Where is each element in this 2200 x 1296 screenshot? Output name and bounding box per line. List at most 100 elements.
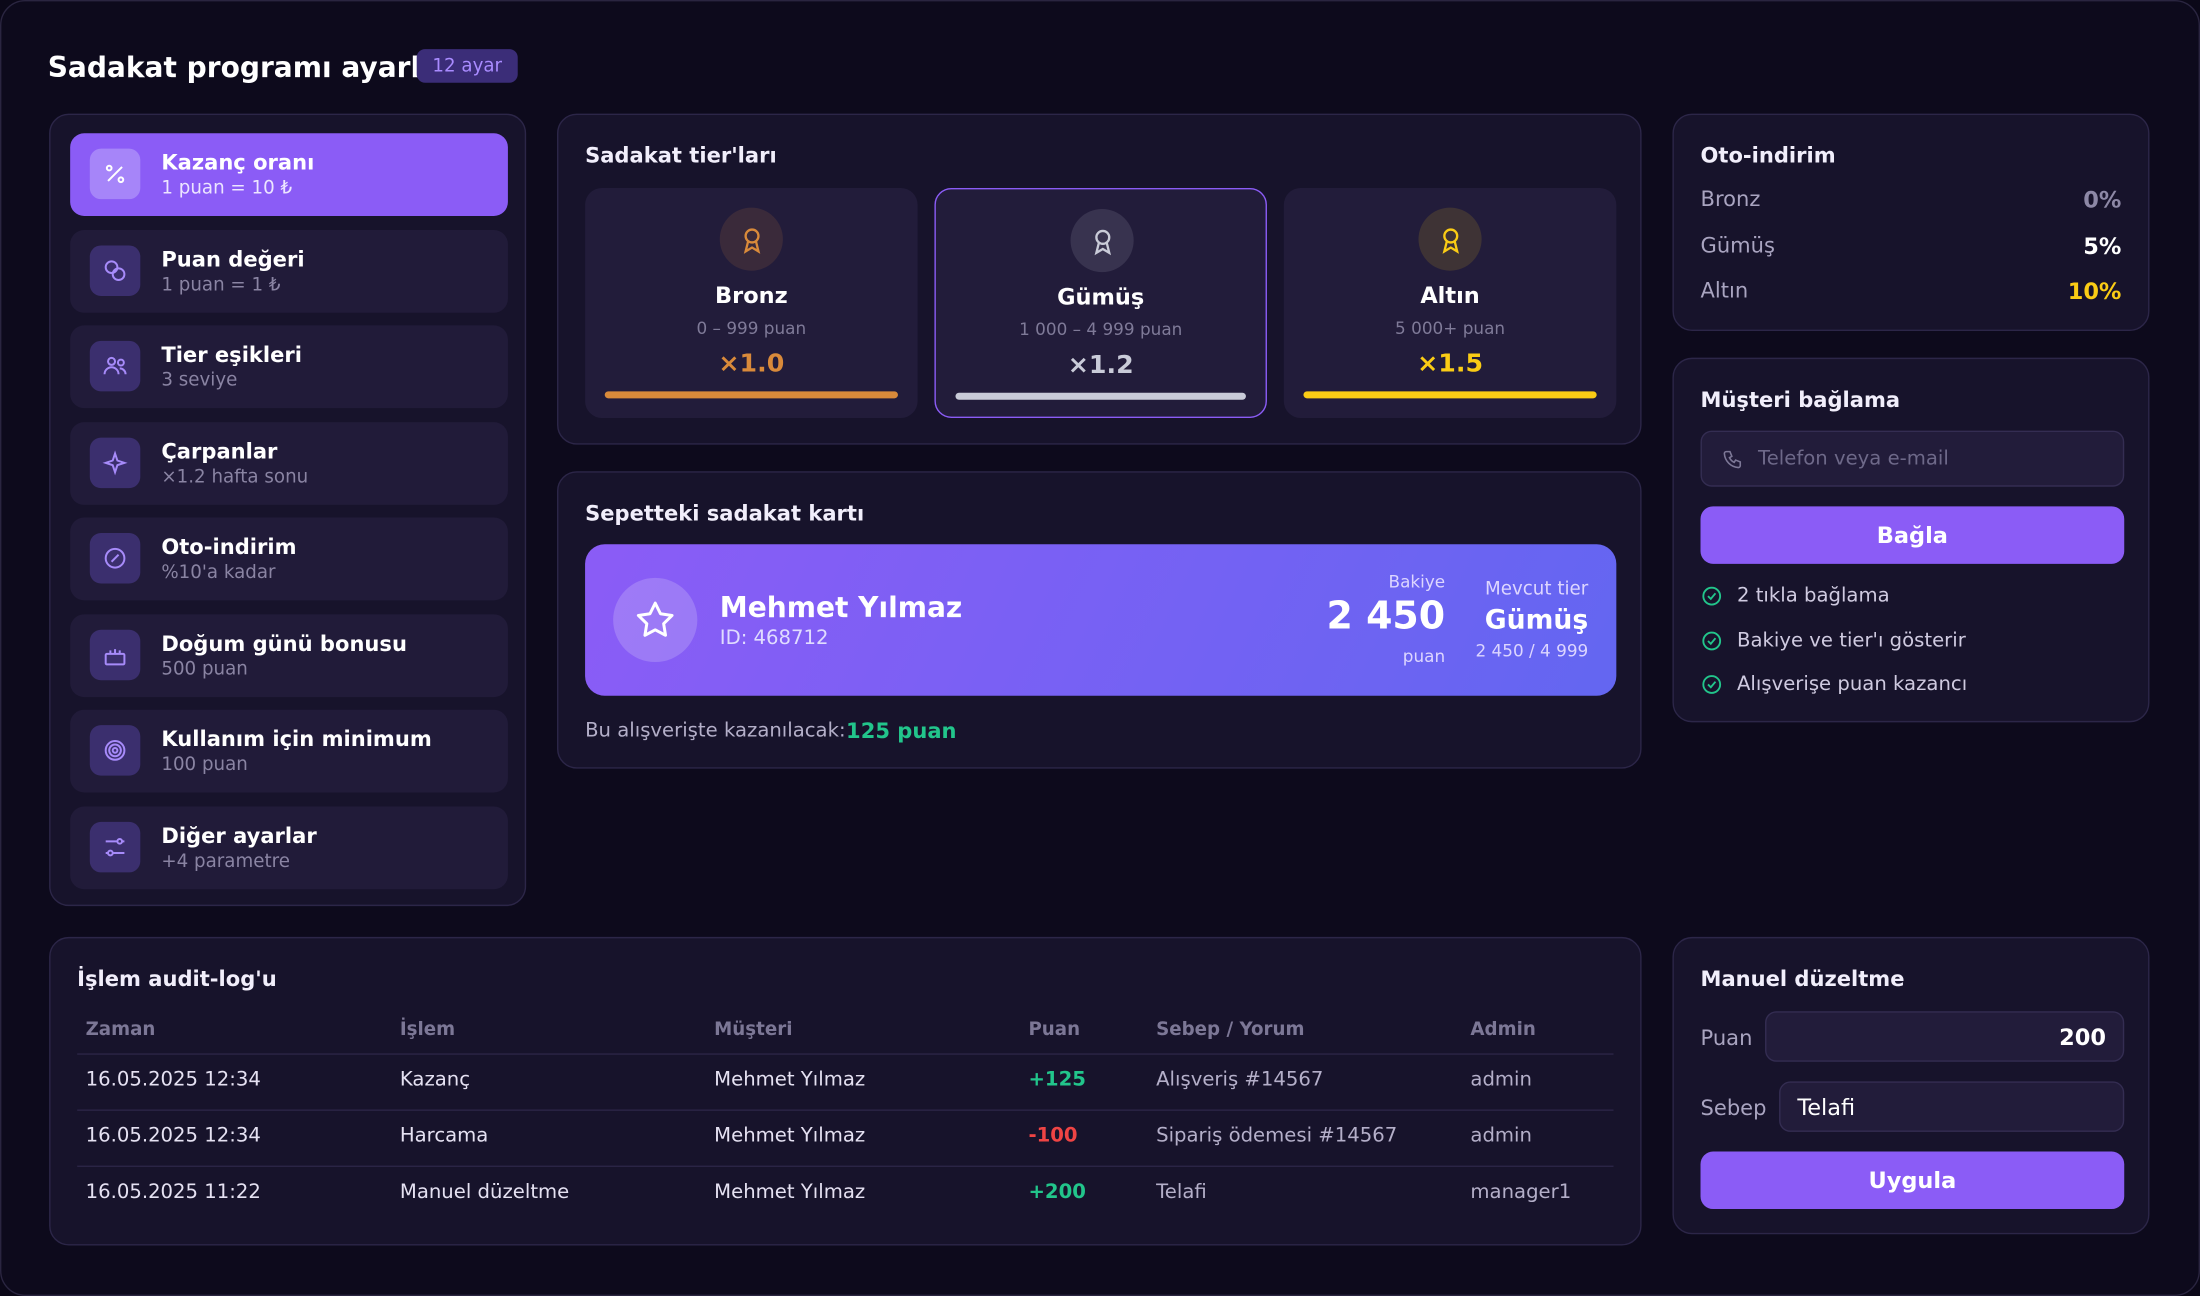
- card-title: Oto-indirim: [1700, 143, 1836, 169]
- column-header: Müşteri: [714, 1019, 793, 1041]
- cell: -100: [1028, 1124, 1078, 1148]
- medal-icon: [1093, 229, 1111, 255]
- cell: admin: [1470, 1068, 1532, 1092]
- menu-title: Oto-indirim: [161, 534, 297, 560]
- feature: 2 tıkla bağlama: [1736, 584, 1890, 608]
- menu-title: Çarpanlar: [161, 438, 278, 464]
- discount-value: 10%: [2067, 277, 2122, 305]
- tier-multiplier: ×1.5: [1417, 349, 1484, 379]
- phone-icon: [1723, 450, 1742, 469]
- cell: +200: [1028, 1180, 1086, 1204]
- menu-title: Kazanç oranı: [161, 150, 315, 176]
- tier-icon: [1070, 208, 1134, 273]
- tier-box[interactable]: Bronz 0 – 999 puan ×1.0: [585, 187, 918, 418]
- loyalty-card: Mehmet Yılmaz ID: 468712 Bakiye 2 450 pu…: [585, 544, 1617, 696]
- cell: Mehmet Yılmaz: [714, 1124, 866, 1148]
- menu-item[interactable]: Puan değeri 1 puan = 1 ₺: [70, 229, 508, 313]
- column-header: Puan: [1028, 1019, 1081, 1041]
- discount-value: 0%: [2083, 186, 2122, 214]
- menu-title: Diğer ayarlar: [161, 822, 317, 848]
- tier-multiplier: ×1.2: [1067, 350, 1134, 381]
- card-title: Sadakat tier'ları: [585, 143, 777, 169]
- menu-icon: [89, 629, 141, 680]
- check-icon: [1701, 585, 1723, 613]
- link-button[interactable]: Bağla: [1700, 506, 2125, 564]
- current-tier: Gümüş: [1484, 604, 1589, 636]
- tier-range: 5 000+ puan: [1395, 318, 1506, 339]
- page-title: Sadakat programı ayarları: [47, 50, 463, 85]
- tier-range: 1 000 – 4 999 puan: [1019, 319, 1183, 340]
- menu-item[interactable]: Diğer ayarlar +4 parametre: [70, 805, 508, 889]
- discount-value: 5%: [2083, 232, 2122, 259]
- icon: [105, 164, 125, 184]
- icon: [103, 356, 127, 375]
- balance-label: Bakiye: [1388, 572, 1446, 592]
- feature: Alışverişe puan kazancı: [1736, 673, 1968, 696]
- row-divider: [77, 1053, 1614, 1055]
- menu-subtitle: 500 puan: [161, 658, 248, 680]
- tier-bar: [955, 392, 1246, 400]
- tier-name: Altın: [1420, 281, 1480, 309]
- customer-id: ID: 468712: [719, 626, 829, 650]
- menu-item[interactable]: Doğum günü bonusu 500 puan: [70, 613, 508, 697]
- tier-box[interactable]: Altın 5 000+ puan ×1.5: [1283, 187, 1617, 418]
- menu-icon: [89, 532, 141, 584]
- earn-label: Bu alışverişte kazanılacak:: [585, 719, 846, 742]
- check-icon: [1701, 629, 1723, 657]
- reason-input[interactable]: Telafi: [1779, 1081, 2125, 1132]
- customer-name: Mehmet Yılmaz: [719, 590, 963, 625]
- row-divider: [77, 1109, 1614, 1111]
- cell: 16.05.2025 11:22: [85, 1180, 261, 1204]
- cell: Manuel düzeltme: [399, 1180, 570, 1204]
- menu-title: Doğum günü bonusu: [161, 630, 407, 656]
- tier-progress: 2 450 / 4 999: [1475, 640, 1589, 661]
- reason-label: Sebep: [1700, 1095, 1767, 1121]
- menu-item[interactable]: Kazanç oranı 1 puan = 10 ₺: [70, 133, 508, 217]
- check: [1702, 675, 1722, 694]
- discount-row: Gümüş 5%: [1701, 232, 2122, 259]
- card-title: Sepetteki sadakat kartı: [585, 500, 865, 526]
- menu-item[interactable]: Çarpanlar ×1.2 hafta sonu: [70, 421, 508, 505]
- tier-icon: [1418, 207, 1482, 271]
- check-icon: [1701, 673, 1723, 701]
- cell: 16.05.2025 12:34: [85, 1068, 261, 1092]
- cell: 16.05.2025 12:34: [85, 1124, 261, 1148]
- discount-row: Bronz 0%: [1701, 186, 2122, 214]
- row-divider: [77, 1165, 1614, 1167]
- menu-subtitle: %10'a kadar: [161, 562, 276, 584]
- card-title: Müşteri bağlama: [1700, 387, 1901, 413]
- menu-icon: [89, 725, 141, 776]
- placeholder: Telefon veya e-mail: [1758, 447, 1949, 470]
- menu-item[interactable]: Oto-indirim %10'a kadar: [70, 517, 508, 601]
- cell: Telafi: [1156, 1180, 1207, 1204]
- medal-icon: [743, 227, 760, 254]
- points-input[interactable]: 200: [1765, 1011, 2125, 1062]
- feature: Bakiye ve tier'ı gösterir: [1736, 629, 1966, 652]
- cell: Harcama: [399, 1124, 489, 1148]
- menu-item[interactable]: Tier eşikleri 3 seviye: [70, 325, 508, 409]
- icon: [105, 837, 125, 856]
- menu-subtitle: +4 parametre: [161, 850, 290, 872]
- cart-card: Sepetteki sadakat kartı Mehmet Yılmaz ID…: [557, 471, 1642, 769]
- apply-button[interactable]: Uygula: [1700, 1151, 2125, 1210]
- menu-icon: [89, 340, 141, 392]
- menu-item[interactable]: Kullanım için minimum 100 puan: [70, 709, 508, 793]
- tier-name: Altın: [1700, 277, 1749, 303]
- menu-icon: [89, 821, 141, 872]
- star-icon: [636, 601, 674, 637]
- points-label: Puan: [1700, 1025, 1753, 1051]
- icon: [102, 449, 128, 475]
- tier-name: Bronz: [715, 281, 788, 309]
- earn-value: 125 puan: [846, 718, 957, 744]
- icon: [104, 547, 126, 569]
- menu-subtitle: 1 puan = 10 ₺: [161, 178, 293, 200]
- tier-name: Gümüş: [1057, 283, 1145, 310]
- menu-subtitle: 100 puan: [161, 754, 248, 776]
- contact-input[interactable]: Telefon veya e-mail: [1700, 430, 2125, 487]
- column-header: Sebep / Yorum: [1156, 1019, 1305, 1041]
- tier-box[interactable]: Gümüş 1 000 – 4 999 puan ×1.2: [934, 187, 1267, 418]
- tier-label: Mevcut tier: [1485, 579, 1589, 601]
- icon: [104, 740, 126, 761]
- audit-card: İşlem audit-log'u Zaman İşlem Müşteri Puan S…: [49, 936, 1642, 1246]
